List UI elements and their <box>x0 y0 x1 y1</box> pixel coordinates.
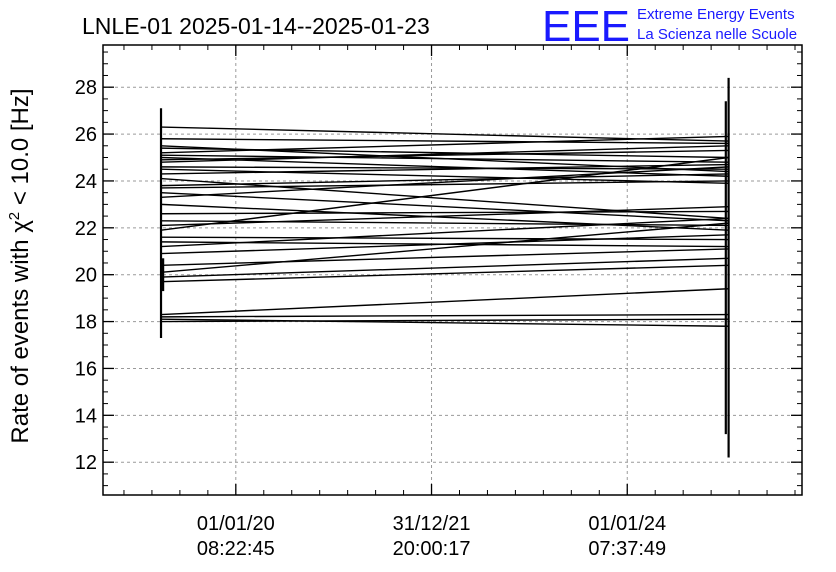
rate-segment <box>161 220 729 227</box>
y-tick-label: 16 <box>75 358 97 380</box>
rate-segment <box>161 163 729 175</box>
rate-segment <box>160 264 729 283</box>
rate-segment <box>160 156 729 231</box>
x-tick-label-date: 01/01/20 <box>197 513 275 535</box>
axis-ticks <box>103 45 802 495</box>
logo-mark: EEE <box>542 2 630 51</box>
x-tick-label-time: 07:37:49 <box>588 538 666 560</box>
rate-segment <box>160 234 729 255</box>
y-tick-label: 26 <box>75 124 97 146</box>
y-tick-label: 14 <box>75 405 97 427</box>
y-tick-label: 20 <box>75 265 97 287</box>
logo-line-1: Extreme Energy Events <box>637 6 795 23</box>
rate-segment <box>161 318 729 327</box>
y-tick-label: 12 <box>75 452 97 474</box>
rate-segment <box>160 191 729 222</box>
rate-segment <box>160 248 729 267</box>
rate-segment <box>160 257 729 278</box>
rate-segment <box>160 166 729 199</box>
rate-segment <box>160 217 729 248</box>
logo-line-2: La Scienza nelle Scuole <box>637 26 797 43</box>
x-tick-label-time: 08:22:45 <box>197 538 275 560</box>
rate-segment <box>161 318 729 323</box>
rate-segment <box>160 156 729 177</box>
rate-segment <box>160 145 729 163</box>
error-bars <box>159 77 730 458</box>
chart-title: LNLE-01 2025-01-14--2025-01-23 <box>82 13 430 39</box>
x-tick-labels: 01/01/20 08:22:45 31/12/21 20:00:17 01/01/24… <box>197 513 666 560</box>
rate-segment <box>161 166 729 170</box>
rate-segment <box>161 313 729 318</box>
y-tick-labels: 12 14 16 18 20 22 24 26 28 <box>75 77 97 474</box>
rate-segment <box>161 236 729 241</box>
rate-segment <box>161 154 729 163</box>
rate-segment <box>160 222 729 274</box>
x-tick-label-date: 31/12/21 <box>393 513 471 535</box>
svg-text:Rate of events with χ2 < 10.0: Rate of events with χ2 < 10.0 [Hz] <box>6 88 34 443</box>
rate-segment <box>161 173 729 187</box>
y-tick-label: 24 <box>75 171 97 193</box>
rate-segment <box>160 135 729 154</box>
y-tick-label: 22 <box>75 218 97 240</box>
rate-segment <box>161 210 729 215</box>
y-tick-label: 18 <box>75 312 97 334</box>
y-axis-label: Rate of events with χ2 < 10.0 [Hz] <box>6 88 34 443</box>
rate-segment <box>161 180 729 189</box>
rate-segment <box>160 168 729 184</box>
plot-frame <box>102 44 803 496</box>
x-tick-label-time: 20:00:17 <box>393 538 471 560</box>
rate-segment <box>161 138 729 145</box>
y-tick-label: 28 <box>75 77 97 99</box>
x-tick-label-date: 01/01/24 <box>588 513 666 535</box>
rate-segment <box>161 149 729 161</box>
rate-segment <box>160 203 729 231</box>
rate-segment <box>160 288 729 316</box>
eee-logo: EEE Extreme Energy Events La Scienza nel… <box>542 2 797 51</box>
data-series <box>160 126 729 327</box>
grid <box>103 45 802 495</box>
rate-segment <box>160 206 729 227</box>
